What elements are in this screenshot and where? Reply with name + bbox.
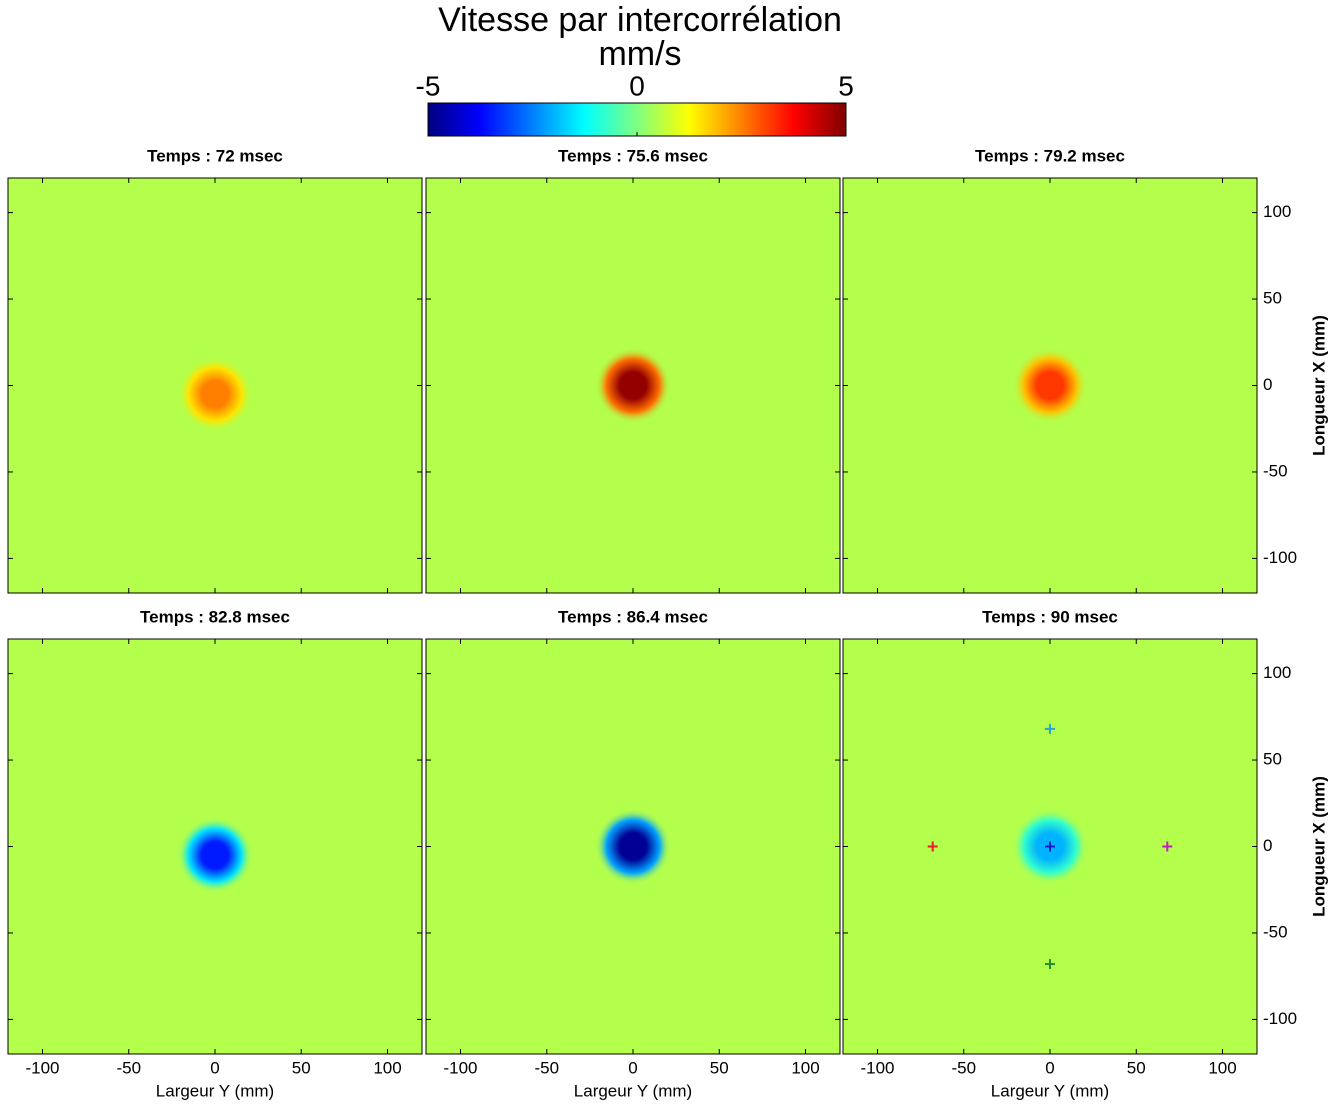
marker (1162, 841, 1173, 852)
colorbar-tick-label: -5 (416, 70, 441, 101)
heatmap (843, 178, 1257, 593)
marker (927, 841, 938, 852)
x-tick-label: 100 (1208, 1058, 1236, 1077)
x-tick-label: 0 (1045, 1058, 1054, 1077)
y-tick-label: 100 (1263, 663, 1291, 682)
panel-title: Temps : 82.8 msec (140, 607, 290, 626)
marker (1045, 841, 1055, 852)
x-tick-label: -100 (443, 1058, 477, 1077)
y-tick-label: -100 (1263, 1009, 1297, 1028)
x-tick-label: 0 (628, 1058, 637, 1077)
panel-title: Temps : 75.6 msec (558, 146, 708, 165)
panel-title: Temps : 90 msec (982, 607, 1118, 626)
x-tick-label: -100 (25, 1058, 59, 1077)
heatmap-peak (1012, 347, 1088, 424)
x-tick-label: 100 (791, 1058, 819, 1077)
x-axis-label: Largeur Y (mm) (574, 1081, 692, 1100)
panel-title: Temps : 86.4 msec (558, 607, 708, 626)
y-tick-label: 0 (1263, 375, 1272, 394)
heatmap (8, 178, 422, 593)
x-axis-label: Largeur Y (mm) (156, 1081, 274, 1100)
colorbar-tick-label: 0 (629, 70, 645, 101)
marker (1045, 723, 1055, 734)
y-axis-label: Longueur X (mm) (1309, 776, 1328, 917)
colorbar (427, 102, 847, 137)
y-tick-label: 50 (1263, 289, 1282, 308)
x-tick-label: 0 (210, 1058, 219, 1077)
x-tick-label: 50 (292, 1058, 311, 1077)
colorbar-unit: mm/s (598, 35, 681, 73)
panel-title: Temps : 72 msec (147, 146, 283, 165)
heatmap (426, 639, 840, 1054)
y-tick-label: -100 (1263, 548, 1297, 567)
heatmap (8, 639, 422, 1054)
y-tick-label: -50 (1263, 461, 1288, 480)
x-tick-label: -100 (860, 1058, 894, 1077)
y-tick-label: 100 (1263, 202, 1291, 221)
x-tick-label: 50 (1127, 1058, 1146, 1077)
colorbar-tick-label: 5 (838, 70, 854, 101)
x-tick-label: 50 (710, 1058, 729, 1077)
heatmap (426, 178, 840, 593)
y-axis-label: Longueur X (mm) (1309, 315, 1328, 456)
x-tick-label: 100 (373, 1058, 401, 1077)
heatmap-peak (595, 808, 671, 885)
heatmap (843, 639, 1257, 1054)
heatmap-peak (177, 356, 253, 433)
y-tick-label: 0 (1263, 836, 1272, 855)
panel-title: Temps : 79.2 msec (975, 146, 1125, 165)
colorbar-title: Vitesse par intercorrélation (438, 1, 842, 39)
heatmap-peak (177, 817, 253, 894)
marker (1045, 959, 1055, 970)
y-tick-label: -50 (1263, 922, 1288, 941)
x-tick-label: -50 (534, 1058, 559, 1077)
y-tick-label: 50 (1263, 750, 1282, 769)
x-tick-label: -50 (951, 1058, 976, 1077)
x-axis-label: Largeur Y (mm) (991, 1081, 1109, 1100)
heatmap-peak (595, 347, 671, 424)
x-tick-label: -50 (116, 1058, 141, 1077)
